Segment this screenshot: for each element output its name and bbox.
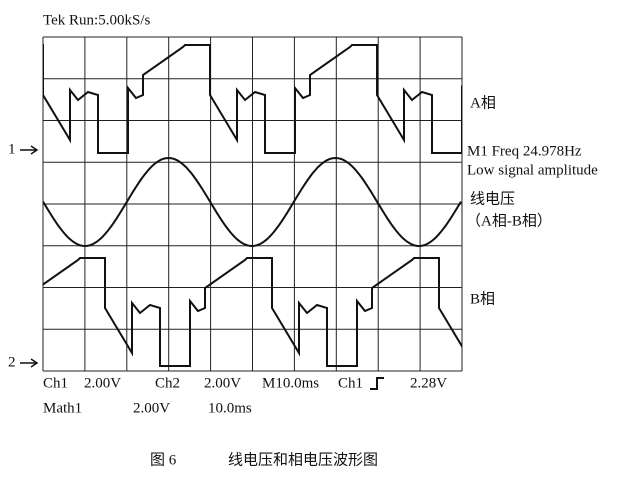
- footer: M10.0ms: [262, 375, 319, 391]
- label: 线电压: [470, 190, 515, 207]
- arrow: [20, 358, 39, 368]
- ch1-marker: 1: [8, 141, 16, 157]
- label: A相: [470, 94, 496, 111]
- label: B相: [470, 290, 495, 307]
- graticule: [42, 36, 463, 372]
- trigger-icon: [370, 377, 384, 390]
- footer: 2.00V: [133, 400, 170, 416]
- footer: 10.0ms: [208, 400, 252, 416]
- arrow: [20, 145, 39, 155]
- footer: Ch2: [155, 375, 180, 391]
- footer: Ch1: [338, 375, 363, 391]
- ch2-marker: 2: [8, 354, 16, 370]
- wave-line: [43, 156, 462, 248]
- wave-b: [43, 257, 462, 367]
- caption: 线电压和相电压波形图: [228, 451, 378, 468]
- caption: 图 6: [150, 451, 177, 468]
- label: M1 Freq 24.978Hz: [467, 143, 582, 159]
- footer: 2.28V: [410, 375, 447, 391]
- status: Tek Run:5.00kS/s: [43, 12, 150, 28]
- footer: Math1: [43, 400, 82, 416]
- label: （A相-B相）: [466, 212, 552, 229]
- label: Low signal amplitude: [467, 162, 598, 178]
- footer: Ch1: [43, 375, 68, 391]
- footer: 2.00V: [84, 375, 121, 391]
- wave-a: [43, 44, 462, 154]
- footer: 2.00V: [204, 375, 241, 391]
